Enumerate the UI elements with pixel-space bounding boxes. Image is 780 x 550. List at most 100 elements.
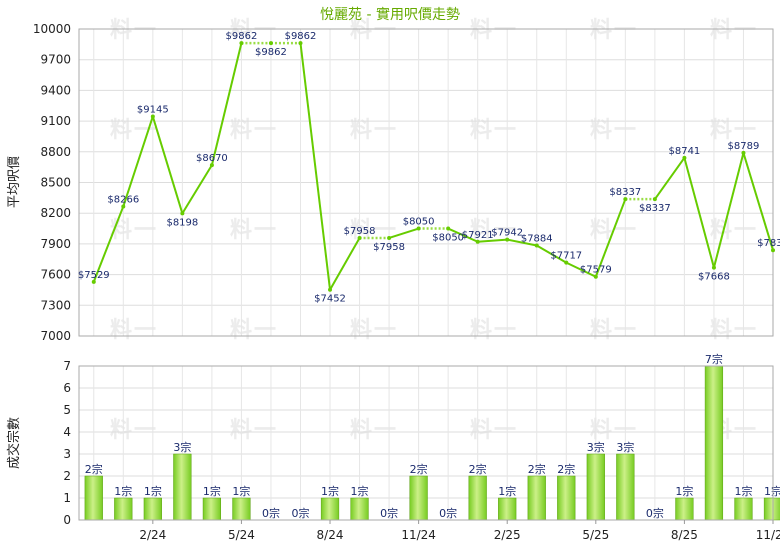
price-line-segment <box>565 261 597 278</box>
count-data-label: 1宗 <box>734 484 752 498</box>
count-bars <box>84 365 780 521</box>
price-point <box>446 226 451 231</box>
price-data-label: $8337 <box>609 187 641 198</box>
count-x-tick-label: 8/24 <box>317 528 344 542</box>
watermark: 料一 <box>350 18 399 43</box>
price-point <box>387 235 392 240</box>
price-point <box>623 197 628 202</box>
count-x-axis: 2/24 5/24 8/24 11/24 2/25 5/25 8/25 11/25 <box>139 520 780 542</box>
price-line-segment <box>742 152 774 251</box>
watermark: 料一 <box>230 318 279 343</box>
price-data-label: $7717 <box>550 251 582 262</box>
price-y-tick-label: 8200 <box>40 206 71 220</box>
count-bar <box>498 497 517 521</box>
watermark: 料一 <box>350 418 399 443</box>
price-point <box>239 41 244 46</box>
watermark: 料一 <box>230 418 279 443</box>
count-bar <box>409 475 428 521</box>
price-y-tick-label: 9700 <box>40 53 71 67</box>
price-line-segment <box>712 152 745 268</box>
count-x-tick-label: 11/24 <box>401 528 436 542</box>
price-data-label: $7668 <box>698 272 730 283</box>
count-data-label: 3宗 <box>587 440 605 454</box>
watermark: 料一 <box>710 218 759 243</box>
price-data-label: $8050 <box>403 217 435 228</box>
count-data-label: 7宗 <box>705 352 723 366</box>
count-plot-border <box>78 365 774 521</box>
price-y-tick-label: 7000 <box>40 329 71 343</box>
price-point <box>121 204 126 209</box>
count-x-tick-label: 2/24 <box>139 528 166 542</box>
count-bar <box>527 475 546 521</box>
count-y-tick-label: 2 <box>63 469 71 483</box>
watermark: 料一 <box>350 118 399 143</box>
price-y-tick-label: 7600 <box>40 268 71 282</box>
price-point <box>357 235 362 240</box>
count-bar <box>84 475 103 521</box>
price-y-tick-label: 7300 <box>40 298 71 312</box>
count-bar <box>675 497 694 521</box>
count-bar <box>320 497 340 521</box>
price-point <box>593 274 598 279</box>
price-data-label: $8266 <box>107 194 139 205</box>
price-data-label: $9862 <box>285 31 317 42</box>
count-data-label: 0宗 <box>439 506 457 520</box>
price-data-label: $7958 <box>344 226 376 237</box>
count-bar <box>468 475 487 521</box>
count-bar <box>763 497 780 521</box>
price-data-label: $7921 <box>462 230 494 241</box>
count-bar <box>232 497 251 521</box>
count-data-label: 1宗 <box>351 484 369 498</box>
price-line-segment <box>210 42 243 166</box>
watermark: 料一 <box>110 318 159 343</box>
watermark: 料一 <box>710 118 759 143</box>
price-point <box>682 155 687 160</box>
count-x-tick-label: 11/25 <box>756 528 780 542</box>
count-bar <box>616 453 635 521</box>
count-data-label: 0宗 <box>291 506 309 520</box>
price-y-tick-label: 7900 <box>40 237 71 251</box>
count-data-label: 0宗 <box>380 506 398 520</box>
count-data-label: 1宗 <box>764 484 780 498</box>
price-points <box>91 41 775 292</box>
count-bar <box>350 497 369 521</box>
price-data-label: $7942 <box>491 228 523 239</box>
count-data-label: 2宗 <box>469 462 487 476</box>
watermark: 料一 <box>110 418 159 443</box>
count-data-label: 1宗 <box>498 484 516 498</box>
watermark: 料一 <box>230 218 279 243</box>
price-line-segment <box>92 206 125 283</box>
count-bar <box>114 497 133 521</box>
count-data-label: 1宗 <box>144 484 162 498</box>
count-data-label: 2宗 <box>85 462 103 476</box>
chart-title: 悅麗苑 - 實用呎價走勢 <box>320 6 460 23</box>
price-data-label: $7958 <box>373 242 405 253</box>
price-data-label: $8050 <box>432 233 464 244</box>
price-point <box>180 211 185 216</box>
count-data-label: 2宗 <box>528 462 546 476</box>
price-data-label: $8741 <box>668 146 700 157</box>
price-y-tick-label: 10000 <box>33 22 71 36</box>
count-x-tick-label: 2/25 <box>494 528 521 542</box>
price-y-tick-label: 9100 <box>40 114 71 128</box>
price-data-label: $7884 <box>521 234 553 245</box>
price-line-segment <box>447 227 479 243</box>
price-data-labels: $7529 $8266 $9145 $8198 $8670 $9862 $9862 $9862… <box>78 31 780 305</box>
count-x-tick-label: 8/25 <box>671 528 698 542</box>
watermark: 料一 <box>590 118 639 143</box>
watermark: 料一 <box>590 318 639 343</box>
price-point <box>711 265 716 270</box>
price-point <box>505 237 510 242</box>
price-line-segment <box>122 116 154 207</box>
price-data-label: $9862 <box>255 47 287 58</box>
price-line-segment <box>507 238 537 247</box>
count-y-tick-label: 0 <box>63 513 71 527</box>
count-data-label: 3宗 <box>173 440 191 454</box>
price-data-label: $8198 <box>166 217 198 228</box>
price-y-tick-label: 8500 <box>40 176 71 190</box>
count-data-label: 1宗 <box>114 484 132 498</box>
count-data-label: 3宗 <box>616 440 634 454</box>
count-y-tick-label: 7 <box>63 359 71 373</box>
